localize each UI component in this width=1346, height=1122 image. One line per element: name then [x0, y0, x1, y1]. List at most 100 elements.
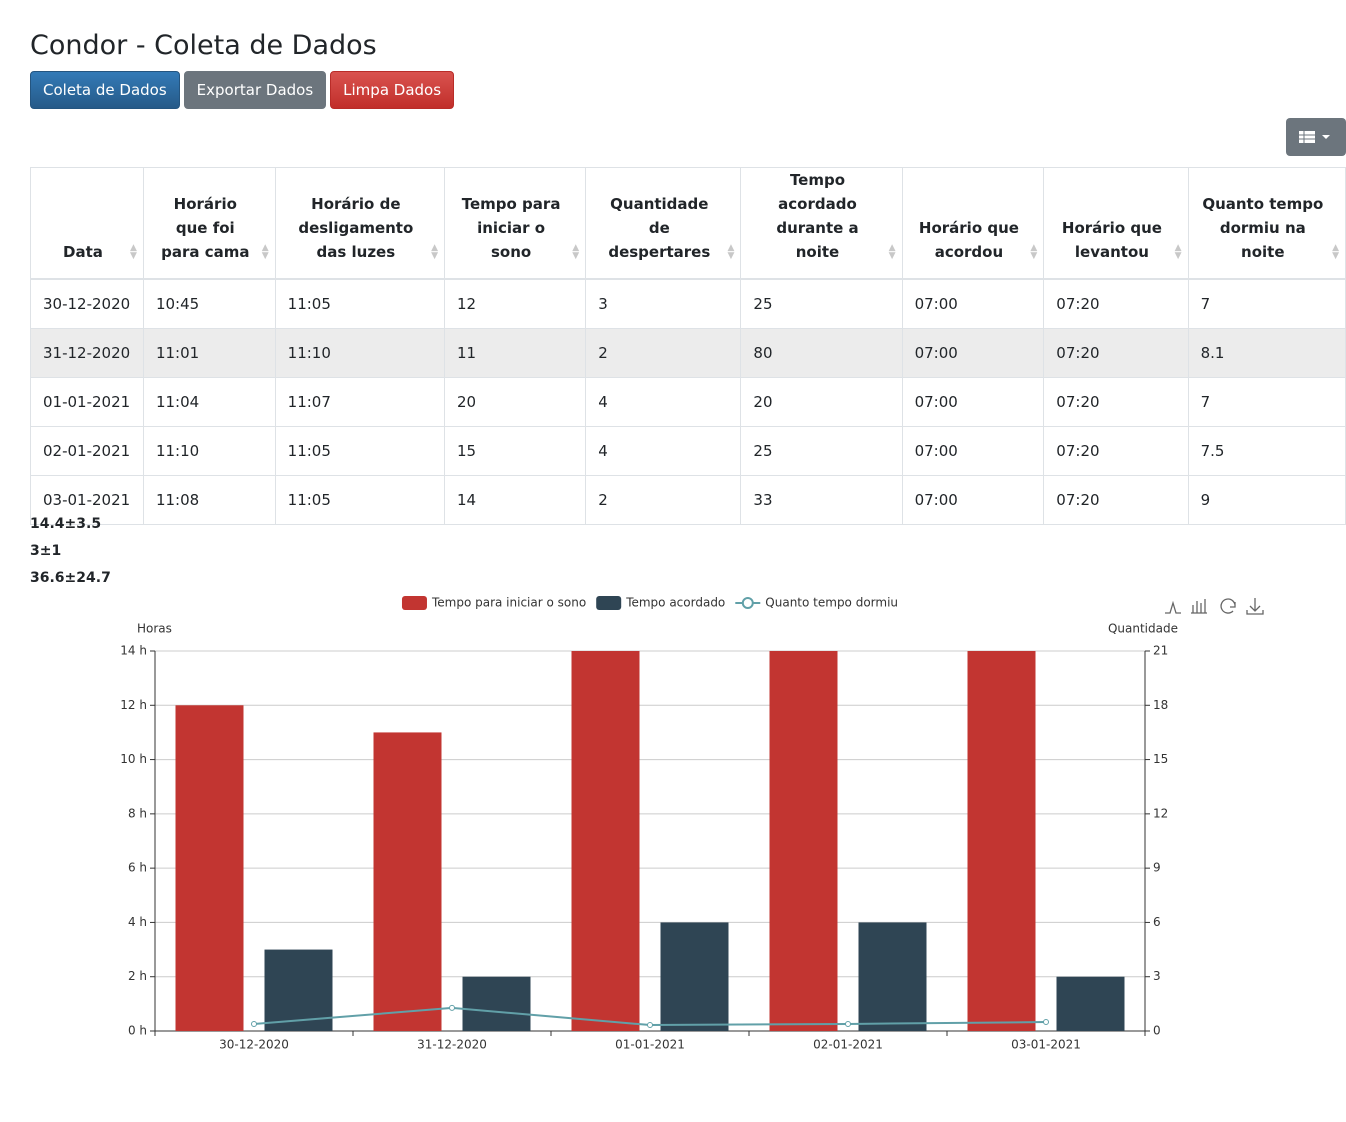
table-cell: 25: [740, 426, 903, 476]
legend: Tempo para iniciar o sono Tempo acordado Q…: [401, 596, 898, 610]
button[interactable]: Limpa Dados: [330, 71, 455, 109]
y-tick-label: 2 h: [128, 969, 147, 983]
table-cell: 07:20: [1043, 278, 1189, 329]
bar: [769, 651, 838, 1031]
y2-tick-label: 12: [1153, 806, 1168, 820]
table-cell: 2: [585, 328, 742, 378]
header-text: Tempo para iniciar o sono: [461, 195, 561, 261]
table-cell: 4: [585, 426, 742, 476]
column-header: Data ▲ ▼: [30, 167, 144, 280]
bar: [858, 922, 927, 1031]
x-tick-label: 03-01-2021: [1011, 1038, 1081, 1052]
legend-label: Tempo para iniciar o sono: [431, 596, 586, 610]
line-point: [449, 1004, 455, 1011]
sort-icon: ▲ ▼: [727, 243, 735, 261]
sort-icon: ▲ ▼: [1030, 243, 1038, 261]
table-cell: 7: [1187, 377, 1346, 427]
y2-tick-label: 0: [1153, 1024, 1161, 1038]
legend-symbol: [401, 596, 427, 610]
bar: [571, 651, 640, 1031]
x-tick-label: 02-01-2021: [813, 1038, 883, 1052]
y-axis-label: Horas: [137, 622, 172, 636]
stat-line: 14.4±3.5: [30, 516, 102, 532]
bar: [373, 732, 442, 1031]
bar: [967, 651, 1036, 1031]
y2-tick-label: 15: [1153, 752, 1168, 766]
header-text: Horário de desligamento das luzes: [298, 195, 414, 261]
legend-symbol: [741, 597, 754, 609]
table-cell: 4: [585, 377, 742, 427]
y-tick-label: 4 h: [128, 915, 147, 929]
column-header: Tempo acordado durante a noite ▲ ▼: [740, 167, 903, 280]
table-cell: 25: [740, 278, 903, 329]
table-cell: 11:05: [274, 278, 446, 329]
table-cell: 07:20: [1043, 377, 1189, 427]
table-cell: 02-01-2021: [30, 426, 144, 476]
column-header: Horário que acordou ▲ ▼: [901, 167, 1045, 280]
table-cell: 07:00: [901, 328, 1045, 378]
toggle-icon: [1299, 131, 1330, 143]
table-row: 31-12-2020 11:01 11:10 11 2 80 07:00 07:20 8.1: [30, 328, 1346, 378]
plot-area: [175, 651, 1125, 1031]
table-cell: 11:04: [142, 377, 276, 427]
sort-icon: ▲ ▼: [431, 243, 438, 261]
header-text: Quanto tempo dormiu na noite: [1202, 195, 1324, 261]
header-text: Quantidade de despertares: [608, 195, 711, 261]
y2-tick-label: 6: [1153, 915, 1161, 929]
button[interactable]: Exportar Dados: [183, 71, 327, 109]
table-cell: 11:01: [142, 328, 276, 378]
bar: [264, 949, 333, 1031]
table-cell: 20: [740, 377, 903, 427]
table-row: 02-01-2021 11:10 11:05 15 4 25 07:00 07:20 7.5: [30, 426, 1346, 476]
toolbox[interactable]: [1165, 598, 1264, 615]
button-bar: Coleta de Dados Exportar Dados Limpa Dad…: [30, 71, 455, 109]
column-header: Quantidade de despertares ▲ ▼: [585, 167, 742, 280]
sort-icon: ▲ ▼: [261, 243, 269, 261]
stat-line: 36.6±24.7: [30, 570, 111, 586]
button[interactable]: Coleta de Dados: [30, 71, 180, 109]
table-cell: 11:10: [274, 328, 446, 378]
columns-toggle[interactable]: [1286, 118, 1346, 156]
sort-icon: ▲ ▼: [572, 243, 580, 261]
column-header: Quanto tempo dormiu na noite ▲ ▼: [1187, 167, 1346, 280]
sort-icon: ▲ ▼: [1174, 243, 1182, 261]
table-cell: 3: [585, 278, 742, 329]
sort-icon: ▲ ▼: [888, 243, 896, 261]
y-tick-label: 14 h: [120, 644, 147, 658]
column-header: Tempo para iniciar o sono ▲ ▼: [443, 167, 587, 280]
y2-axis-label: Quantidade: [1108, 622, 1178, 636]
table-cell: 07:00: [901, 377, 1045, 427]
page-title: Condor - Coleta de Dados: [30, 30, 377, 61]
table-cell: 12: [443, 278, 587, 329]
legend-label: Quanto tempo dormiu: [765, 596, 898, 610]
header-text: Data: [63, 243, 103, 261]
legend-symbol: [596, 596, 622, 610]
table-cell: 30-12-2020: [30, 278, 144, 329]
sort-icon: ▲ ▼: [130, 243, 137, 261]
bar: [462, 976, 531, 1031]
table-cell: 07:00: [901, 278, 1045, 329]
data-table: Data ▲ ▼ Horário que foi para cama ▲ ▼ Horário…: [30, 167, 1346, 525]
header-text: Horário que levantou: [1061, 219, 1162, 261]
table-cell: 01-01-2021: [30, 377, 144, 427]
y-tick-label: 0 h: [128, 1024, 147, 1038]
table-cell: 80: [740, 328, 903, 378]
bar: [1056, 976, 1125, 1031]
table-cell: 07:20: [1043, 426, 1189, 476]
sort-icon: ▲ ▼: [1332, 243, 1339, 261]
y-tick-label: 12 h: [120, 698, 147, 712]
y2-tick-label: 21: [1153, 644, 1168, 658]
column-header: Horário de desligamento das luzes ▲ ▼: [274, 167, 446, 280]
table-cell: 07:00: [901, 426, 1045, 476]
table-cell: 20: [443, 377, 587, 427]
table-cell: 8.1: [1187, 328, 1346, 378]
table-cell: 07:00: [901, 475, 1045, 525]
table-cell: 7.5: [1187, 426, 1346, 476]
column-header: Horário que levantou ▲ ▼: [1043, 167, 1189, 280]
table-cell: 31-12-2020: [30, 328, 144, 378]
table-cell: 33: [740, 475, 903, 525]
table-cell: 07:20: [1043, 328, 1189, 378]
bar: [660, 922, 729, 1031]
table-cell: 15: [443, 426, 587, 476]
